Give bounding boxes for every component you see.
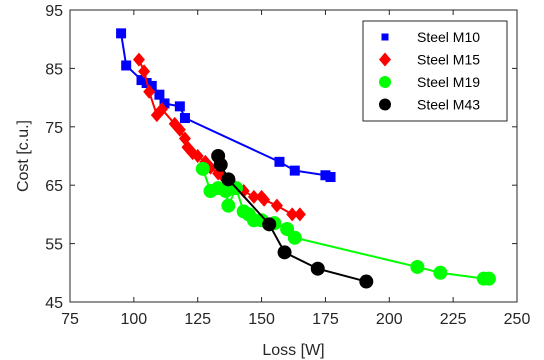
data-point-steel-m15 xyxy=(143,84,156,99)
y-axis-label: Cost [c.u.] xyxy=(15,120,32,192)
y-tick-label: 65 xyxy=(45,178,63,195)
data-point-steel-m19 xyxy=(221,198,236,213)
data-point-steel-m10 xyxy=(289,165,300,176)
data-point-steel-m43 xyxy=(277,245,292,260)
data-point-steel-m15 xyxy=(293,207,306,222)
x-axis-label: Loss [W] xyxy=(262,342,324,359)
data-point-steel-m10 xyxy=(179,113,190,124)
y-tick-label: 85 xyxy=(45,61,63,78)
data-point-steel-m15 xyxy=(258,192,271,207)
data-point-steel-m10 xyxy=(274,156,285,167)
data-point-steel-m10 xyxy=(325,172,336,183)
series-line-steel-m10 xyxy=(120,33,331,178)
x-tick-label: 175 xyxy=(312,311,339,328)
data-point-steel-m10 xyxy=(121,60,132,71)
data-point-steel-m10 xyxy=(320,170,331,181)
series-steel-m19 xyxy=(195,161,496,286)
data-point-steel-m19 xyxy=(433,265,448,280)
legend-marker-steel-m15 xyxy=(379,52,391,67)
data-point-steel-m15 xyxy=(132,52,145,67)
x-tick-label: 225 xyxy=(440,311,467,328)
y-tick-label: 45 xyxy=(45,295,63,312)
x-tick-label: 125 xyxy=(184,311,211,328)
legend-label-steel-m15: Steel M15 xyxy=(417,52,480,68)
x-tick-label: 200 xyxy=(376,311,403,328)
x-tick-label: 150 xyxy=(248,311,275,328)
data-point-steel-m19 xyxy=(410,259,425,274)
data-point-steel-m15 xyxy=(191,149,204,163)
data-point-steel-m15 xyxy=(286,207,299,222)
data-point-steel-m43 xyxy=(221,172,236,187)
data-point-steel-m15 xyxy=(173,122,186,137)
x-tick-label: 75 xyxy=(61,311,79,328)
x-tick-label: 250 xyxy=(504,311,531,328)
series-steel-m15 xyxy=(132,52,306,222)
legend-marker-steel-m43 xyxy=(379,98,391,111)
series-steel-m43 xyxy=(211,149,374,289)
y-axis: 45 55 65 75 85 95 xyxy=(45,3,517,312)
data-point-steel-m19 xyxy=(195,161,210,176)
legend-label-steel-m19: Steel M19 xyxy=(417,74,480,90)
legend-label-steel-m43: Steel M43 xyxy=(417,97,480,113)
y-tick-label: 95 xyxy=(45,3,63,20)
y-tick-label: 75 xyxy=(45,120,63,137)
data-point-steel-m10 xyxy=(116,28,127,39)
data-point-steel-m15 xyxy=(138,64,151,79)
x-tick-label: 100 xyxy=(121,311,148,328)
data-point-steel-m43 xyxy=(213,157,228,172)
data-point-steel-m43 xyxy=(359,274,374,289)
data-point-steel-m10 xyxy=(146,80,157,91)
legend-marker-steel-m19 xyxy=(379,76,391,88)
data-point-steel-m19 xyxy=(287,230,302,245)
series-steel-m10 xyxy=(116,28,336,183)
data-point-steel-m15 xyxy=(155,102,168,117)
data-point-steel-m15 xyxy=(270,198,283,213)
data-point-steel-m43 xyxy=(310,261,325,276)
legend-marker-steel-m10 xyxy=(381,33,389,41)
y-tick-label: 55 xyxy=(45,237,63,254)
x-axis: 75 100 125 150 175 200 225 250 xyxy=(61,10,530,328)
plot-area-frame xyxy=(69,9,518,303)
legend-label-steel-m10: Steel M10 xyxy=(417,29,480,45)
data-point-steel-m43 xyxy=(262,217,277,232)
plot-data xyxy=(116,28,496,289)
data-point-steel-m10 xyxy=(174,101,185,112)
series-line-steel-m19 xyxy=(201,168,489,280)
data-point-steel-m10 xyxy=(159,98,170,109)
data-point-steel-m19 xyxy=(481,271,496,286)
legend: Steel M10 Steel M15 Steel M19 Steel M43 xyxy=(362,20,508,122)
data-point-steel-m10 xyxy=(136,75,147,86)
data-point-steel-m15 xyxy=(168,116,181,131)
data-point-steel-m10 xyxy=(154,89,165,100)
data-point-steel-m15 xyxy=(247,189,260,204)
